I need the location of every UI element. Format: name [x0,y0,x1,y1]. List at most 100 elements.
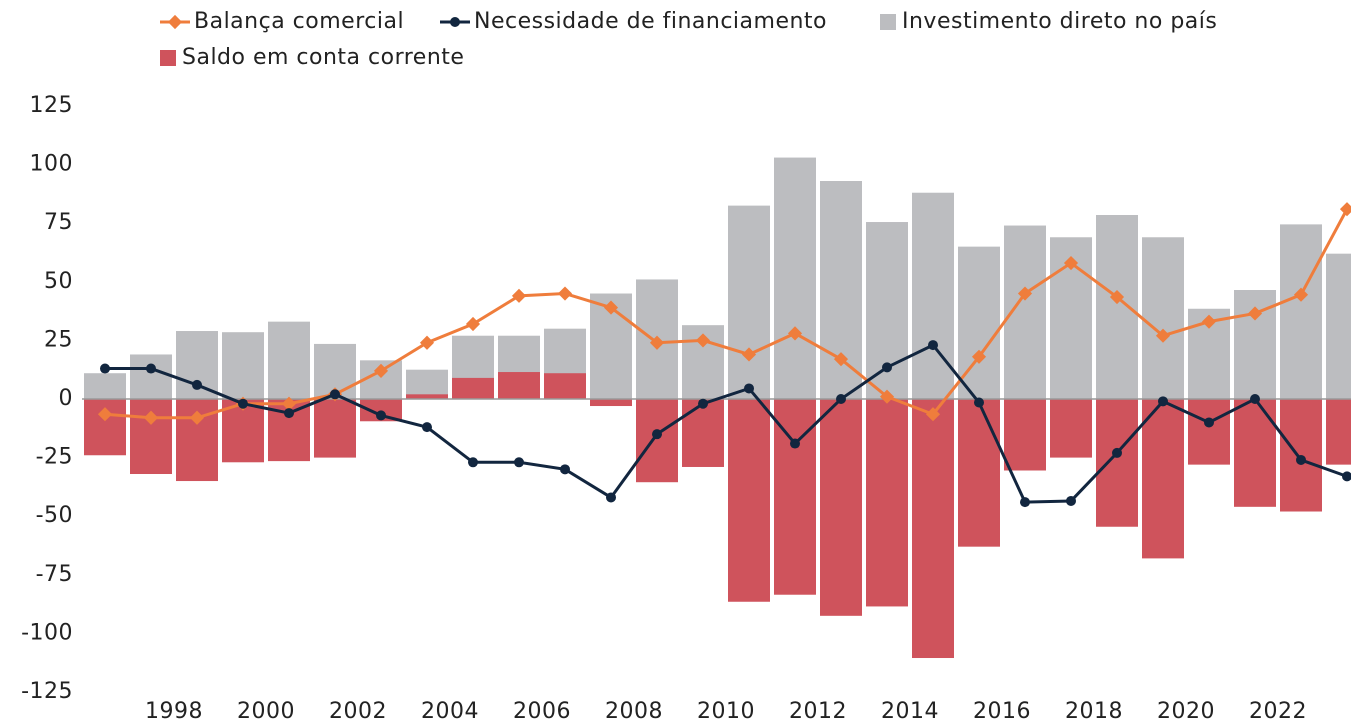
bar [590,399,632,407]
marker [882,362,892,373]
bar [268,321,310,399]
marker [790,438,800,449]
line [104,208,1349,420]
y-tick-label: 25 [44,327,73,352]
marker [373,363,389,378]
marker [1017,286,1033,301]
marker [1293,287,1309,302]
y-tick-label: 50 [44,269,73,294]
marker [603,300,619,315]
bar [774,157,816,399]
x-tick-label: 2012 [789,699,847,722]
marker [1066,495,1076,506]
bar [1326,253,1351,399]
legend-swatch [160,50,176,66]
marker [419,335,435,350]
bar [544,373,586,399]
bar [406,394,448,399]
marker [330,389,340,400]
marker [1250,394,1260,404]
bar [498,372,540,399]
marker [560,464,570,475]
bar [1142,237,1184,399]
x-tick-label: 2020 [1157,699,1215,722]
marker [1247,306,1263,321]
x-tick-label: 2014 [881,699,939,722]
marker [143,410,159,425]
marker [1296,454,1306,465]
bar [820,399,862,616]
marker [741,347,757,362]
x-tick-label: 1998 [145,699,203,722]
bar [1096,214,1138,399]
y-tick-label: -125 [21,679,73,704]
x-tick-label: 2022 [1249,699,1307,722]
bar [1234,399,1276,507]
y-tick-label: -50 [36,503,73,528]
y-tick-label: -25 [36,445,73,470]
legend-label: Necessidade de financiamento [474,9,827,34]
marker [1063,255,1079,271]
marker [511,288,527,303]
marker [189,410,205,425]
marker [1155,328,1171,343]
marker [787,326,803,341]
line [105,343,1348,504]
bar [1326,399,1351,465]
marker [833,352,849,367]
y-tick-label: 100 [30,152,74,177]
bar [912,399,954,659]
marker [100,363,110,374]
bar [1096,399,1138,527]
marker [1342,471,1351,482]
bar [866,222,908,399]
marker [422,422,432,433]
marker [514,457,524,468]
bar [84,373,126,399]
marker [97,407,113,422]
marker [284,408,294,419]
marker [971,349,987,364]
marker [606,492,616,503]
y-tick-label: 125 [30,93,74,118]
x-tick-label: 2004 [421,699,479,722]
bar [958,399,1000,547]
marker [928,340,938,351]
marker [1339,202,1351,217]
bar [1188,399,1230,465]
bar [866,399,908,607]
marker [925,407,941,422]
marker [698,398,708,409]
bar [682,399,724,467]
marker [1201,314,1217,329]
bar [820,181,862,399]
bar [314,399,356,458]
bar [360,399,402,422]
x-tick-label: 2010 [697,699,755,722]
marker [695,333,711,348]
marker [1109,289,1125,305]
x-tick-label: 2006 [513,699,571,722]
y-tick-label: -100 [21,620,73,645]
marker [376,410,386,421]
legend-swatch [880,14,896,30]
y-tick-label: -75 [36,562,73,587]
marker [649,335,665,350]
marker [1020,497,1030,508]
bar [1004,399,1046,471]
marker [146,363,156,374]
bar [728,205,770,399]
marker [652,429,662,440]
y-tick-label: 75 [44,210,73,235]
marker [281,396,297,411]
marker [974,397,984,408]
bar [728,399,770,602]
bar [406,369,448,399]
marker [468,457,478,468]
bar [1050,399,1092,458]
bar [130,354,172,399]
bar [1280,224,1322,399]
legend-marker [450,17,460,27]
marker [557,286,573,301]
